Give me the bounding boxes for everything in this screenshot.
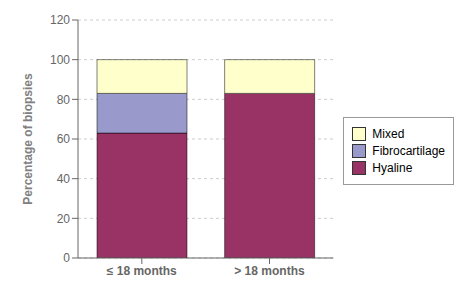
svg-text:Percentage of biopsies: Percentage of biopsies bbox=[21, 73, 35, 205]
svg-text:> 18 months: > 18 months bbox=[234, 264, 305, 278]
svg-text:60: 60 bbox=[57, 132, 71, 146]
svg-text:≤ 18 months: ≤ 18 months bbox=[107, 264, 177, 278]
html-text:Mixed: Mixed bbox=[372, 126, 405, 141]
html-text:Hyaline: Hyaline bbox=[372, 160, 413, 175]
svg-text:100: 100 bbox=[50, 53, 70, 67]
svg-text:80: 80 bbox=[57, 93, 71, 107]
svg-text:40: 40 bbox=[57, 172, 71, 186]
svg-text:20: 20 bbox=[57, 212, 71, 226]
svg-text:0: 0 bbox=[63, 251, 70, 265]
html-text:Fibrocartilage: Fibrocartilage bbox=[372, 143, 445, 158]
svg-text:120: 120 bbox=[50, 13, 70, 27]
